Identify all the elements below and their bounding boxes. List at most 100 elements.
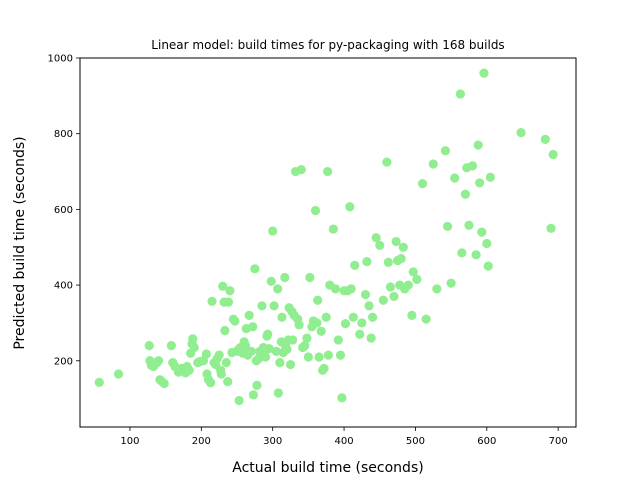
data-point <box>159 378 169 389</box>
data-point <box>385 282 396 292</box>
data-point <box>273 388 283 398</box>
points-layer <box>94 68 558 406</box>
data-point <box>201 349 211 359</box>
data-point <box>364 301 374 311</box>
data-point <box>337 393 347 403</box>
data-point <box>450 173 460 183</box>
data-point <box>244 310 254 320</box>
data-point <box>188 334 198 344</box>
data-point <box>442 221 453 232</box>
x-axis-ticks: 100 200 300 400 500 600 700 <box>120 427 568 447</box>
data-point <box>548 149 558 160</box>
data-point <box>218 281 228 291</box>
data-point <box>144 341 154 351</box>
data-point <box>277 312 287 322</box>
data-point <box>214 350 224 360</box>
data-point <box>263 329 273 339</box>
data-point <box>412 274 422 284</box>
data-point <box>368 312 378 322</box>
data-point <box>473 140 483 150</box>
data-point <box>396 253 406 264</box>
chart-title: Linear model: build times for py-packagi… <box>151 38 504 52</box>
x-tick-label: 500 <box>406 436 425 447</box>
data-point <box>467 161 478 171</box>
x-tick-label: 200 <box>192 436 211 447</box>
data-point <box>234 395 244 406</box>
data-point <box>113 369 124 379</box>
data-point <box>360 289 371 300</box>
y-tick-label: 800 <box>54 129 73 140</box>
data-point <box>362 257 372 267</box>
data-point <box>300 341 310 351</box>
y-axis-ticks: 200 400 600 800 1000 <box>48 54 80 367</box>
data-point <box>271 346 281 356</box>
data-point <box>403 280 413 290</box>
data-point <box>312 318 322 328</box>
data-point <box>313 295 323 305</box>
x-tick-label: 300 <box>263 436 282 447</box>
data-point <box>266 276 276 286</box>
data-point <box>268 226 278 236</box>
data-point <box>328 224 338 234</box>
data-point <box>288 335 298 345</box>
data-point <box>260 352 271 362</box>
plot-frame <box>79 57 577 428</box>
data-point <box>432 284 442 294</box>
data-point <box>340 319 351 329</box>
data-point <box>471 250 481 260</box>
data-point <box>457 248 467 258</box>
x-axis-label: Actual build time (seconds) <box>232 460 423 476</box>
data-point <box>296 165 306 175</box>
data-point <box>348 312 358 322</box>
data-point <box>321 312 331 322</box>
data-point <box>285 359 296 370</box>
data-point <box>333 335 343 345</box>
data-point <box>153 356 164 366</box>
data-point <box>216 369 226 379</box>
data-point <box>408 267 418 277</box>
data-point <box>330 284 341 294</box>
data-point <box>221 358 231 368</box>
data-point <box>314 352 324 362</box>
data-point <box>294 320 304 330</box>
data-point <box>94 377 104 387</box>
data-point <box>483 261 493 271</box>
data-point <box>371 233 381 243</box>
data-point <box>546 223 556 233</box>
data-point <box>479 68 489 78</box>
x-tick-label: 100 <box>120 436 139 447</box>
data-point <box>166 341 176 351</box>
data-point <box>280 272 290 283</box>
data-point <box>252 380 262 390</box>
data-point <box>225 286 235 296</box>
data-point <box>357 318 367 328</box>
data-point <box>389 291 399 302</box>
data-point <box>230 316 240 326</box>
data-point <box>253 354 264 364</box>
data-point <box>350 260 360 270</box>
data-point <box>355 329 365 339</box>
data-point <box>398 242 408 252</box>
data-point <box>302 333 312 343</box>
data-point <box>482 238 492 249</box>
y-tick-label: 600 <box>54 205 73 216</box>
data-point <box>346 284 356 294</box>
data-point <box>366 333 376 343</box>
data-point <box>305 272 315 283</box>
data-point <box>345 202 355 212</box>
data-point <box>421 314 431 324</box>
data-point <box>282 344 292 355</box>
data-point <box>446 278 456 288</box>
data-point <box>323 350 333 360</box>
x-tick-label: 700 <box>549 436 568 447</box>
data-point <box>440 146 450 156</box>
data-point <box>428 159 438 169</box>
data-point <box>223 297 234 307</box>
data-point <box>269 301 279 311</box>
data-point <box>206 378 216 388</box>
y-tick-label: 1000 <box>48 54 73 65</box>
data-point <box>383 257 393 267</box>
data-point <box>378 295 388 305</box>
data-point <box>382 157 392 167</box>
